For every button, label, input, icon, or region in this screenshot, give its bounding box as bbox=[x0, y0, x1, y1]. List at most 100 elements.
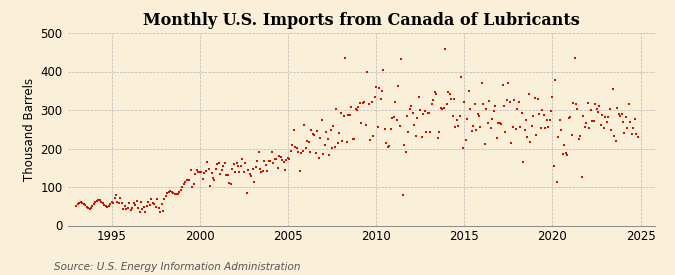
Point bbox=[413, 95, 424, 99]
Point bbox=[327, 146, 338, 151]
Point bbox=[450, 125, 461, 130]
Point bbox=[620, 115, 631, 119]
Point bbox=[177, 185, 188, 189]
Point bbox=[404, 107, 415, 111]
Point bbox=[203, 167, 214, 171]
Point bbox=[562, 153, 572, 157]
Point bbox=[234, 170, 245, 174]
Point bbox=[161, 194, 171, 198]
Point bbox=[111, 192, 122, 197]
Point bbox=[236, 164, 246, 168]
Point bbox=[601, 119, 612, 124]
Point bbox=[460, 138, 471, 142]
Point bbox=[278, 160, 289, 164]
Point bbox=[516, 111, 527, 115]
Point bbox=[453, 123, 464, 128]
Point bbox=[105, 202, 115, 207]
Point bbox=[152, 197, 163, 201]
Point bbox=[513, 100, 524, 104]
Point bbox=[475, 125, 486, 129]
Point bbox=[541, 118, 552, 122]
Point bbox=[151, 204, 161, 209]
Point bbox=[333, 141, 344, 145]
Point bbox=[568, 101, 578, 105]
Point bbox=[603, 115, 614, 119]
Point bbox=[173, 190, 184, 194]
Point bbox=[485, 126, 496, 130]
Point bbox=[520, 117, 531, 122]
Point bbox=[237, 157, 248, 161]
Point bbox=[284, 157, 295, 162]
Point bbox=[584, 126, 595, 130]
Point bbox=[219, 161, 230, 165]
Point bbox=[148, 201, 159, 206]
Point bbox=[181, 178, 192, 183]
Point bbox=[349, 137, 360, 142]
Point bbox=[500, 130, 511, 134]
Point bbox=[209, 177, 220, 182]
Point bbox=[153, 205, 164, 210]
Point bbox=[337, 139, 348, 144]
Point bbox=[117, 201, 128, 205]
Point bbox=[515, 125, 526, 129]
Point bbox=[90, 200, 101, 204]
Point bbox=[213, 161, 224, 166]
Point bbox=[306, 128, 317, 132]
Point bbox=[206, 170, 217, 175]
Point bbox=[296, 150, 306, 155]
Point bbox=[462, 117, 472, 121]
Point bbox=[570, 102, 581, 107]
Point bbox=[435, 106, 446, 111]
Point bbox=[569, 56, 580, 60]
Point bbox=[172, 191, 183, 196]
Point bbox=[309, 133, 320, 137]
Point bbox=[396, 57, 406, 61]
Point bbox=[618, 120, 628, 124]
Point bbox=[286, 149, 296, 153]
Point bbox=[101, 204, 111, 208]
Point bbox=[184, 178, 195, 182]
Point bbox=[522, 135, 533, 139]
Point bbox=[613, 112, 624, 116]
Point bbox=[487, 117, 497, 122]
Point bbox=[415, 108, 426, 112]
Point bbox=[71, 204, 82, 208]
Point bbox=[565, 114, 576, 119]
Point bbox=[526, 124, 537, 128]
Point bbox=[322, 137, 333, 142]
Point bbox=[113, 201, 124, 205]
Point bbox=[554, 118, 565, 122]
Point bbox=[425, 130, 436, 134]
Point bbox=[127, 205, 138, 210]
Point bbox=[76, 200, 86, 205]
Point bbox=[368, 134, 379, 138]
Point bbox=[223, 180, 234, 185]
Point bbox=[78, 202, 89, 207]
Point bbox=[508, 125, 518, 129]
Point bbox=[387, 115, 398, 120]
Point bbox=[88, 202, 99, 207]
Point bbox=[518, 160, 529, 164]
Point bbox=[497, 83, 508, 87]
Point bbox=[192, 168, 202, 172]
Point bbox=[629, 117, 640, 121]
Point bbox=[622, 125, 633, 130]
Point bbox=[321, 130, 331, 134]
Point bbox=[575, 134, 586, 138]
Point bbox=[547, 95, 558, 100]
Point bbox=[344, 112, 355, 117]
Point bbox=[329, 145, 340, 150]
Point bbox=[130, 203, 140, 207]
Point bbox=[253, 150, 264, 155]
Point bbox=[112, 200, 123, 204]
Point bbox=[418, 112, 429, 116]
Point bbox=[543, 125, 554, 129]
Point bbox=[474, 114, 485, 119]
Point bbox=[597, 113, 608, 117]
Point bbox=[378, 68, 389, 72]
Point bbox=[574, 137, 585, 142]
Point bbox=[491, 135, 502, 140]
Point bbox=[324, 153, 335, 157]
Point bbox=[374, 86, 385, 90]
Point bbox=[594, 104, 605, 108]
